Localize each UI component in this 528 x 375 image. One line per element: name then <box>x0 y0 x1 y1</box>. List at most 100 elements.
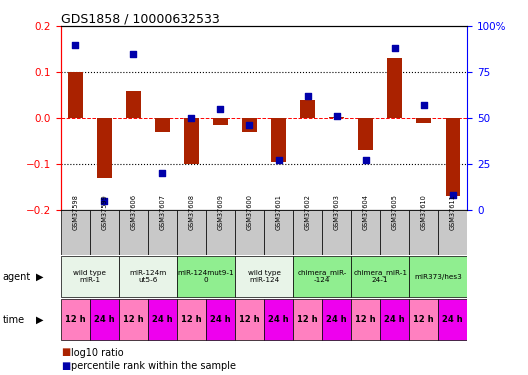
Text: agent: agent <box>3 272 31 282</box>
Point <box>303 93 312 99</box>
Bar <box>264 299 293 340</box>
Text: wild type
miR-124: wild type miR-124 <box>248 270 280 283</box>
Bar <box>300 100 315 118</box>
Point <box>333 113 341 119</box>
Bar <box>206 210 235 255</box>
Text: ■: ■ <box>61 362 70 371</box>
Text: GSM37604: GSM37604 <box>363 194 369 230</box>
Text: GSM37608: GSM37608 <box>188 194 194 230</box>
Bar <box>417 118 431 123</box>
Text: GSM37598: GSM37598 <box>72 194 78 230</box>
Bar <box>409 299 438 340</box>
Bar <box>380 210 409 255</box>
Bar <box>380 299 409 340</box>
Bar <box>235 256 293 297</box>
Text: GSM37611: GSM37611 <box>450 195 456 230</box>
Bar <box>409 210 438 255</box>
Bar <box>90 299 119 340</box>
Text: 24 h: 24 h <box>210 315 231 324</box>
Text: 12 h: 12 h <box>297 315 318 324</box>
Bar <box>438 299 467 340</box>
Text: GSM37609: GSM37609 <box>218 194 223 230</box>
Bar <box>155 118 169 132</box>
Bar <box>322 299 351 340</box>
Text: 24 h: 24 h <box>94 315 115 324</box>
Point <box>216 106 225 112</box>
Bar <box>322 210 351 255</box>
Point <box>100 198 109 204</box>
Point <box>391 45 399 51</box>
Bar <box>446 118 460 196</box>
Text: 24 h: 24 h <box>442 315 463 324</box>
Text: 12 h: 12 h <box>355 315 376 324</box>
Bar <box>213 118 228 125</box>
Point <box>71 42 80 48</box>
Text: GDS1858 / 10000632533: GDS1858 / 10000632533 <box>61 12 220 25</box>
Bar <box>293 210 322 255</box>
Bar <box>329 117 344 118</box>
Text: ▶: ▶ <box>36 272 43 282</box>
Point <box>361 158 370 164</box>
Text: miR373/hes3: miR373/hes3 <box>414 274 462 280</box>
Bar <box>148 210 177 255</box>
Bar <box>438 210 467 255</box>
Bar <box>206 299 235 340</box>
Bar <box>388 58 402 118</box>
Text: percentile rank within the sample: percentile rank within the sample <box>71 362 237 371</box>
Text: 24 h: 24 h <box>268 315 289 324</box>
Text: GSM37610: GSM37610 <box>421 194 427 230</box>
Text: 12 h: 12 h <box>181 315 202 324</box>
Point <box>158 170 167 176</box>
Bar <box>351 210 380 255</box>
Text: 12 h: 12 h <box>65 315 86 324</box>
Text: miR-124mut9-1
0: miR-124mut9-1 0 <box>177 270 234 283</box>
Text: 12 h: 12 h <box>413 315 434 324</box>
Bar <box>119 299 148 340</box>
Bar <box>351 256 409 297</box>
Bar <box>293 299 322 340</box>
Text: GSM37600: GSM37600 <box>247 194 252 230</box>
Bar <box>242 118 257 132</box>
Text: 12 h: 12 h <box>123 315 144 324</box>
Bar <box>68 72 82 118</box>
Bar <box>119 210 148 255</box>
Bar <box>97 118 111 178</box>
Bar <box>271 118 286 162</box>
Text: GSM37605: GSM37605 <box>392 194 398 230</box>
Text: wild type
miR-1: wild type miR-1 <box>73 270 106 283</box>
Text: log10 ratio: log10 ratio <box>71 348 124 357</box>
Bar <box>61 256 119 297</box>
Text: chimera_miR-
-124: chimera_miR- -124 <box>297 270 347 284</box>
Point <box>449 192 457 198</box>
Bar <box>184 118 199 164</box>
Text: GSM37607: GSM37607 <box>159 194 165 230</box>
Bar <box>359 118 373 150</box>
Bar <box>126 91 140 118</box>
Point <box>420 102 428 108</box>
Bar <box>235 210 264 255</box>
Bar <box>235 299 264 340</box>
Point <box>275 158 283 164</box>
Text: GSM37602: GSM37602 <box>305 194 310 230</box>
Bar <box>177 299 206 340</box>
Text: miR-124m
ut5-6: miR-124m ut5-6 <box>129 270 166 283</box>
Point <box>187 115 196 121</box>
Text: GSM37606: GSM37606 <box>130 194 136 230</box>
Bar <box>177 210 206 255</box>
Bar <box>177 256 235 297</box>
Bar <box>293 256 351 297</box>
Point <box>245 123 254 129</box>
Text: GSM37601: GSM37601 <box>276 194 281 230</box>
Text: 24 h: 24 h <box>384 315 405 324</box>
Text: time: time <box>3 315 25 325</box>
Text: 24 h: 24 h <box>326 315 347 324</box>
Bar <box>148 299 177 340</box>
Bar <box>264 210 293 255</box>
Bar <box>409 256 467 297</box>
Text: GSM37603: GSM37603 <box>334 194 340 230</box>
Text: ▶: ▶ <box>36 315 43 325</box>
Point <box>129 51 138 57</box>
Bar <box>61 210 90 255</box>
Text: chimera_miR-1
24-1: chimera_miR-1 24-1 <box>353 270 407 284</box>
Text: GSM37599: GSM37599 <box>101 195 107 230</box>
